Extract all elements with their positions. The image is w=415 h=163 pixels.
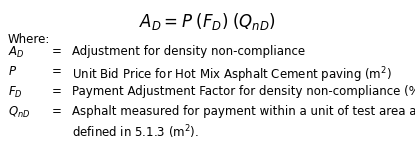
Text: $P$: $P$ <box>8 65 17 78</box>
Text: Asphalt measured for payment within a unit of test area as
defined in 5.1.3 (m$^: Asphalt measured for payment within a un… <box>72 105 415 141</box>
Text: $A_D = P\;(F_D)\;(Q_{nD})$: $A_D = P\;(F_D)\;(Q_{nD})$ <box>139 11 276 32</box>
Text: $A_D$: $A_D$ <box>8 45 24 60</box>
Text: =: = <box>52 45 62 58</box>
Text: Unit Bid Price for Hot Mix Asphalt Cement paving (m$^2$): Unit Bid Price for Hot Mix Asphalt Cemen… <box>72 65 392 85</box>
Text: Where:: Where: <box>8 33 50 46</box>
Text: $Q_{nD}$: $Q_{nD}$ <box>8 105 30 120</box>
Text: $F_D$: $F_D$ <box>8 85 23 100</box>
Text: =: = <box>52 65 62 78</box>
Text: =: = <box>52 85 62 98</box>
Text: Adjustment for density non-compliance: Adjustment for density non-compliance <box>72 45 305 58</box>
Text: =: = <box>52 105 62 118</box>
Text: Payment Adjustment Factor for density non-compliance (%): Payment Adjustment Factor for density no… <box>72 85 415 98</box>
